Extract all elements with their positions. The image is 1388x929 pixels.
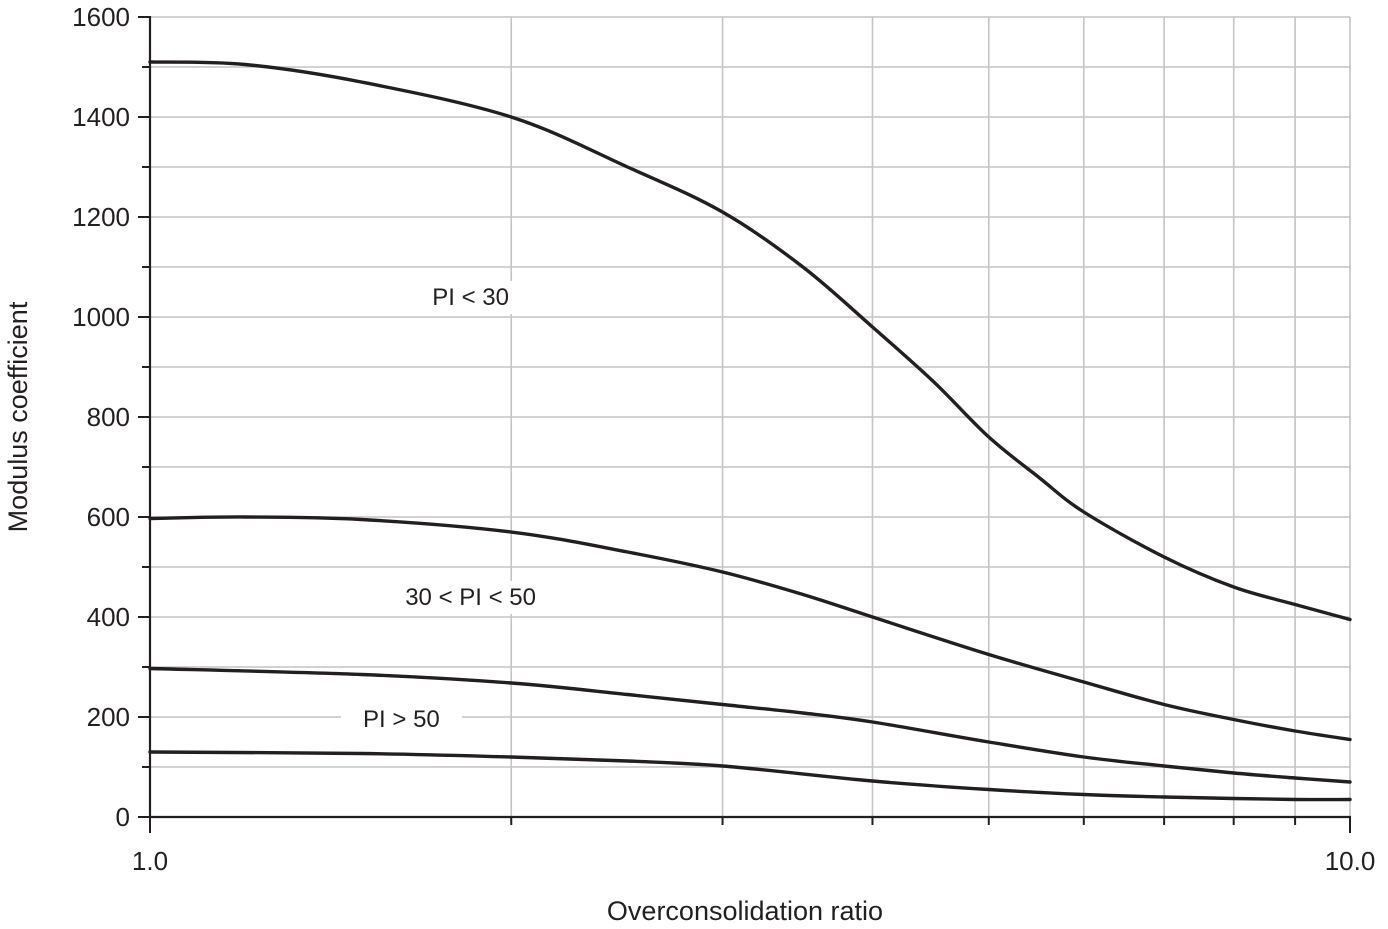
y-tick-label: 800 bbox=[87, 402, 130, 432]
y-tick-label: 200 bbox=[87, 702, 130, 732]
annotations: PI < 30 30 < PI < 50 PI > 50 bbox=[341, 281, 558, 736]
curve-label-3: PI > 50 bbox=[363, 706, 440, 733]
series-line-2 bbox=[148, 515, 1352, 742]
x-tick-label: 1.0 bbox=[132, 846, 168, 876]
curve-label-background bbox=[383, 581, 558, 614]
curve-label-background bbox=[341, 703, 462, 736]
y-tick-label: 0 bbox=[116, 802, 130, 832]
y-axis-title: Modulus coefficient bbox=[3, 301, 33, 532]
curve-label-1: PI < 30 bbox=[432, 284, 509, 311]
y-tick-label: 1400 bbox=[72, 102, 130, 132]
series-line-3 bbox=[148, 666, 1352, 784]
series-line-4 bbox=[148, 750, 1352, 802]
y-tick-label: 1000 bbox=[72, 302, 130, 332]
y-tick-label: 600 bbox=[87, 502, 130, 532]
gridlines bbox=[150, 16, 1351, 817]
ticks: 0 200 400 600 800 1000 1200 1400 1600 1.0 10.0 bbox=[72, 2, 1375, 876]
curve-label-2: 30 < PI < 50 bbox=[405, 584, 536, 611]
series-line-1 bbox=[148, 60, 1352, 622]
y-tick-label: 1600 bbox=[72, 2, 130, 32]
y-tick-label: 400 bbox=[87, 602, 130, 632]
y-tick-label: 1200 bbox=[72, 202, 130, 232]
series-lines bbox=[148, 60, 1352, 802]
curve-label-background bbox=[410, 281, 531, 314]
x-tick-label: 10.0 bbox=[1325, 846, 1376, 876]
x-axis-title: Overconsolidation ratio bbox=[607, 896, 883, 926]
